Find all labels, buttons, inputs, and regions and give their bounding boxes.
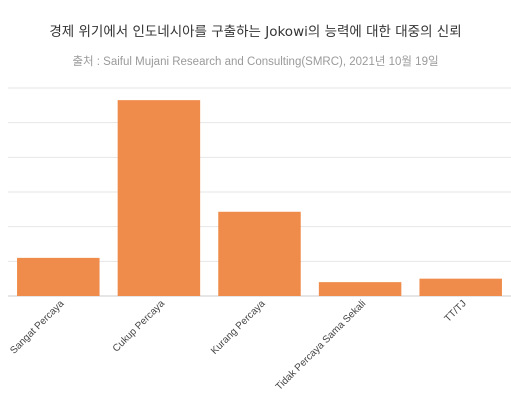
bar-sangat-percaya	[17, 257, 100, 296]
chart-subtitle: 출처 : Saiful Mujani Research and Consulti…	[72, 56, 439, 68]
bar-tidak-percaya-sama-sekali	[318, 282, 402, 296]
bar-tt-tj	[419, 278, 502, 296]
x-tick-label: Tidak Percaya Sama Sekali	[274, 298, 368, 392]
bar-kurang-percaya	[218, 211, 301, 296]
bar-cukup-percaya	[117, 100, 201, 296]
x-tick-label: Cukup Percaya	[111, 298, 167, 354]
x-tick-label: TT/TJ	[443, 298, 469, 324]
chart-title: 경제 위기에서 인도네시아를 구출하는 Jokowi의 능력에 대한 대중의 신…	[49, 24, 462, 40]
x-tick-label: Kurang Percaya	[209, 298, 268, 357]
x-tick-label: Sangat Percaya	[8, 298, 66, 356]
